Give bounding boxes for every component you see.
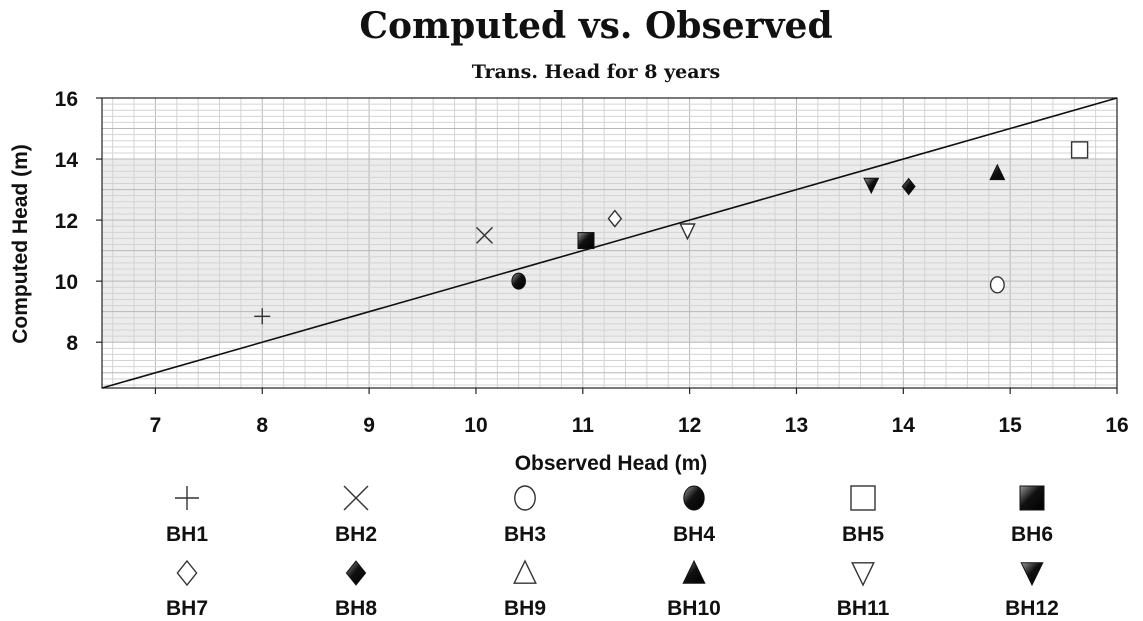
legend-item-bh9: BH9 [504,559,546,620]
legend-label: BH6 [1011,523,1053,546]
legend-label: BH5 [842,523,884,546]
x-tick-label: 14 [892,414,916,437]
legend-marker-bh11 [851,562,875,587]
legend-marker-bh5 [850,485,876,511]
legend-item-bh6: BH6 [1011,485,1053,546]
plot-frame [101,97,1118,389]
legend-item-bh5: BH5 [842,485,884,546]
data-point-bh11 [679,223,696,241]
x-tick-label: 10 [464,414,487,437]
y-axis-label: Computed Head (m) [9,144,32,344]
x-tick-label: 16 [1105,414,1128,437]
x-tick-label: 7 [150,414,162,437]
reference-line [101,97,1118,389]
grid [102,97,1118,388]
x-tick-label: 15 [998,414,1022,437]
x-tick-label: 8 [256,414,268,437]
data-points [254,141,1089,325]
data-point-bh8 [901,177,916,196]
plot-area [101,97,1118,389]
data-point-bh10 [989,163,1006,181]
y-tick-label: 12 [55,210,78,233]
legend-label: BH4 [673,523,715,546]
data-point-bh3 [989,276,1005,294]
data-point-bh2 [475,226,493,244]
legend-marker-bh3 [514,485,536,511]
legend-label: BH7 [166,597,208,620]
legend-label: BH9 [504,597,546,620]
legend-item-bh7: BH7 [166,559,208,620]
x-tick-label: 11 [572,414,595,437]
legend-label: BH8 [335,597,377,620]
x-axis-ticks: 7 8 9 10 11 12 13 14 15 16 [150,388,1129,437]
legend-marker-bh8 [345,560,367,586]
legend-marker-bh4 [683,485,705,511]
legend-marker-bh1 [175,486,199,510]
x-tick-label: 9 [363,414,375,437]
data-point-bh5 [1070,141,1089,159]
legend-marker-bh7 [176,559,198,587]
data-point-bh12 [863,177,880,195]
x-tick-label: 13 [785,414,808,437]
legend-item-bh12: BH12 [1005,562,1059,620]
legend-item-bh8: BH8 [335,560,377,620]
legend: BH1 BH2 BH3 BH4 BH5 BH6 BH7 BH8 BH9 BH10 BH11 BH12 [166,485,1059,620]
data-point-bh6 [577,232,595,250]
x-axis-label: Observed Head (m) [515,452,708,475]
legend-marker-bh10 [682,559,706,584]
legend-label: BH2 [335,523,377,546]
y-tick-label: 14 [55,149,79,172]
data-point-bh7 [607,209,623,228]
legend-label: BH10 [667,597,721,620]
legend-item-bh2: BH2 [335,485,377,546]
x-tick-label: 12 [678,414,701,437]
chart-title: Computed vs. Observed [359,5,832,47]
legend-label: BH12 [1005,597,1059,620]
y-tick-label: 10 [55,271,78,294]
data-point-bh4 [511,272,526,290]
legend-marker-bh6 [1019,485,1045,511]
y-tick-label: 8 [66,332,78,355]
data-point-bh1 [254,308,271,325]
legend-item-bh11: BH11 [837,562,890,620]
legend-label: BH11 [837,597,890,620]
legend-marker-bh9 [513,559,537,584]
chart-subtitle: Trans. Head for 8 years [472,61,721,83]
legend-label: BH3 [504,523,546,546]
y-axis-ticks: 8 10 12 14 16 [55,88,102,355]
y-tick-label: 16 [55,88,78,111]
legend-item-bh3: BH3 [504,485,546,546]
legend-label: BH1 [166,523,208,546]
legend-item-bh1: BH1 [166,486,208,546]
legend-item-bh10: BH10 [667,559,721,620]
legend-marker-bh12 [1020,562,1044,587]
legend-item-bh4: BH4 [673,485,715,546]
legend-marker-bh2 [343,485,369,511]
